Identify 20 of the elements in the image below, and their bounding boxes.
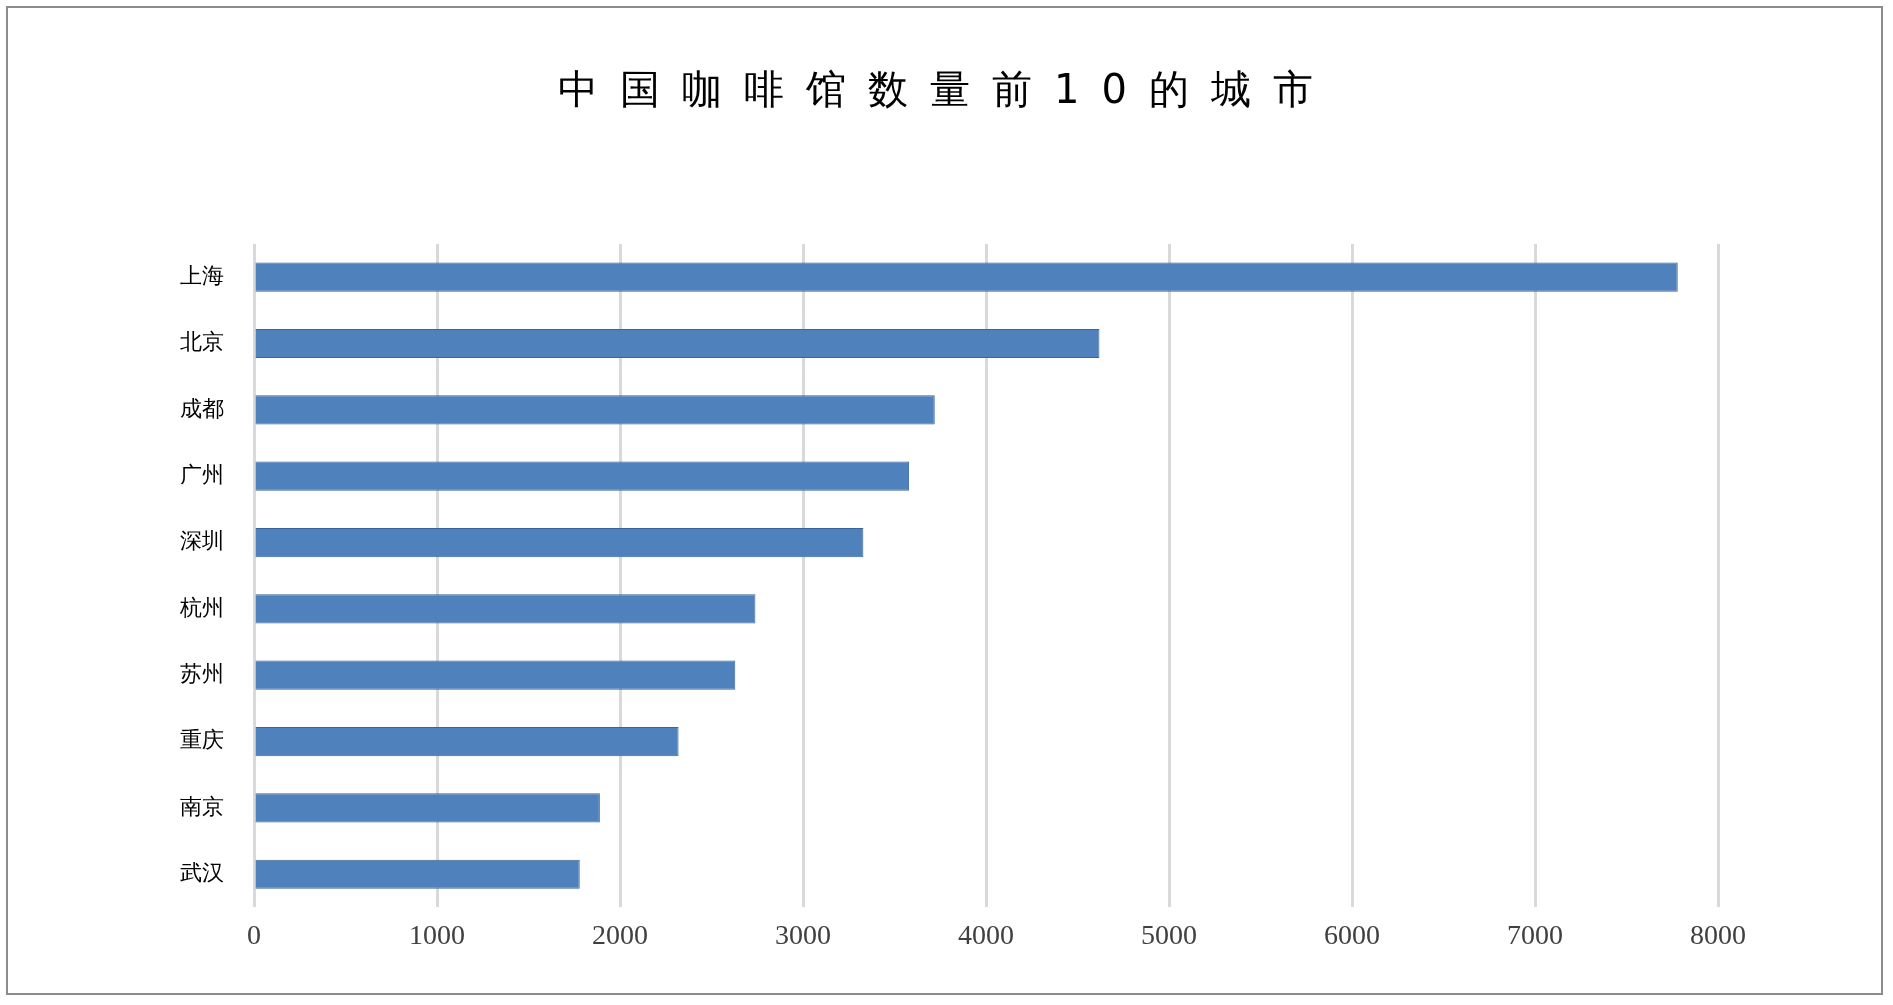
x-tick-label: 4000 [958, 918, 1014, 950]
y-tick-label: 广州 [180, 461, 224, 487]
y-tick-label: 深圳 [180, 528, 224, 554]
x-tick-label: 7000 [1507, 918, 1563, 950]
y-tick-label: 成都 [180, 395, 224, 421]
x-tick-label: 0 [247, 918, 261, 950]
x-tick-label: 3000 [775, 918, 831, 950]
x-tick-label: 5000 [1141, 918, 1197, 950]
y-tick-label: 杭州 [179, 594, 224, 620]
x-tick-label: 6000 [1324, 918, 1380, 950]
y-tick-label: 北京 [180, 329, 224, 355]
x-tick-label: 1000 [409, 918, 465, 950]
chart-title: 中国咖啡馆数量前10的城市 [557, 65, 1336, 114]
y-tick-label: 苏州 [180, 660, 224, 686]
y-tick-label: 上海 [180, 262, 224, 288]
y-tick-label: 重庆 [180, 727, 224, 753]
y-tick-label: 武汉 [180, 859, 224, 885]
x-tick-label: 8000 [1690, 918, 1746, 950]
x-tick-label: 2000 [592, 918, 648, 950]
y-tick-label: 南京 [180, 793, 224, 819]
